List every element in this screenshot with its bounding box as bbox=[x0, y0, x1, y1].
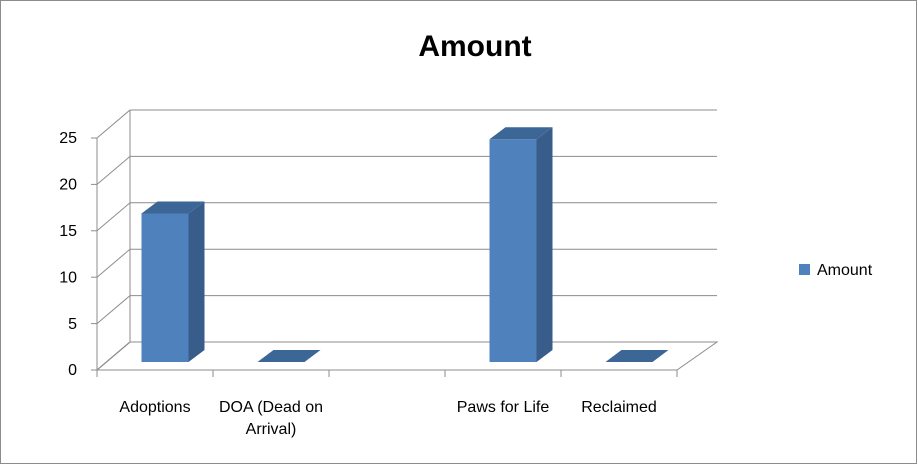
x-tick-label: DOA (Dead on Arrival) bbox=[218, 399, 324, 438]
bar-top bbox=[605, 350, 669, 362]
bar bbox=[141, 201, 205, 362]
bar-top bbox=[141, 201, 205, 214]
bar-front bbox=[141, 213, 189, 362]
grid-diagonal bbox=[96, 156, 131, 185]
y-tick-label: 5 bbox=[68, 316, 77, 333]
grid-diagonal bbox=[96, 202, 131, 232]
y-tick-label: 0 bbox=[68, 362, 77, 379]
grid-diagonal bbox=[96, 109, 131, 139]
grid-diagonal bbox=[96, 248, 131, 278]
bar bbox=[605, 350, 669, 362]
legend-swatch bbox=[799, 264, 810, 275]
y-tick-label: 15 bbox=[59, 223, 77, 240]
bar-front bbox=[489, 139, 537, 362]
x-tick-label: Reclaimed bbox=[581, 399, 657, 416]
grid-diagonal bbox=[96, 295, 131, 324]
bar bbox=[257, 350, 321, 362]
y-tick-label: 20 bbox=[59, 177, 77, 194]
legend-label: Amount bbox=[817, 262, 873, 279]
x-tick-label: Adoptions bbox=[119, 399, 191, 416]
bar-side bbox=[536, 127, 553, 362]
chart-title: Amount bbox=[418, 30, 531, 63]
bar bbox=[489, 127, 553, 362]
bar-side bbox=[188, 201, 205, 362]
x-tick-label: Paws for Life bbox=[456, 399, 550, 416]
bar-top bbox=[257, 350, 321, 362]
y-tick-label: 25 bbox=[59, 130, 77, 147]
bar-top bbox=[489, 127, 553, 140]
y-tick-label: 10 bbox=[59, 269, 77, 286]
grid-diagonal bbox=[96, 341, 131, 371]
